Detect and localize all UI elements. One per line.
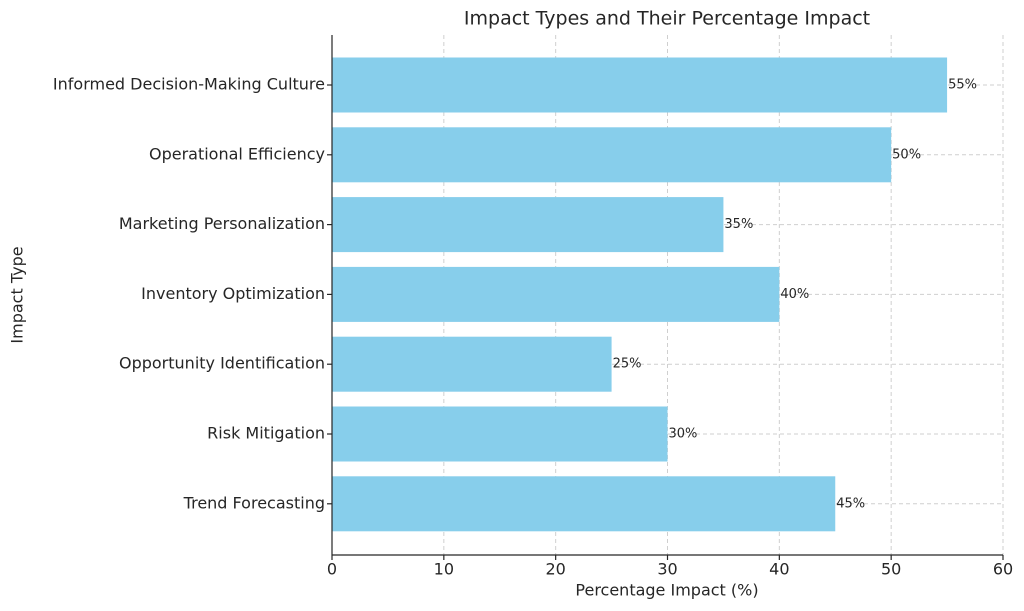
chart-title: Impact Types and Their Percentage Impact bbox=[464, 8, 870, 30]
x-tick-label: 10 bbox=[434, 560, 454, 579]
x-axis-label: Percentage Impact (%) bbox=[575, 581, 758, 600]
value-label: 55% bbox=[948, 78, 977, 93]
y-tick-label: Marketing Personalization bbox=[119, 214, 325, 233]
x-tick-label: 50 bbox=[881, 560, 901, 579]
x-tick-label: 20 bbox=[545, 560, 565, 579]
value-label: 35% bbox=[724, 217, 753, 232]
value-label: 30% bbox=[669, 427, 698, 442]
y-axis-label: Impact Type bbox=[8, 246, 27, 343]
value-label: 45% bbox=[836, 496, 865, 511]
y-tick-label: Operational Efficiency bbox=[149, 144, 325, 163]
y-tick-label: Risk Mitigation bbox=[207, 424, 325, 443]
value-label: 40% bbox=[780, 287, 809, 302]
bar bbox=[332, 336, 612, 392]
value-label: 50% bbox=[892, 147, 921, 162]
x-tick-label: 30 bbox=[657, 560, 677, 579]
bar bbox=[332, 57, 948, 113]
bar bbox=[332, 266, 780, 322]
x-tick-label: 60 bbox=[993, 560, 1013, 579]
value-label: 25% bbox=[613, 357, 642, 372]
y-tick-label: Opportunity Identification bbox=[119, 354, 325, 373]
y-tick-label: Inventory Optimization bbox=[141, 284, 325, 303]
bar bbox=[332, 476, 836, 532]
bar bbox=[332, 197, 724, 253]
x-tick-label: 0 bbox=[327, 560, 337, 579]
bar bbox=[332, 406, 668, 462]
y-tick-label: Trend Forecasting bbox=[183, 493, 325, 512]
y-tick-label: Informed Decision-Making Culture bbox=[53, 75, 325, 94]
bar bbox=[332, 127, 892, 183]
x-tick-label: 40 bbox=[769, 560, 789, 579]
